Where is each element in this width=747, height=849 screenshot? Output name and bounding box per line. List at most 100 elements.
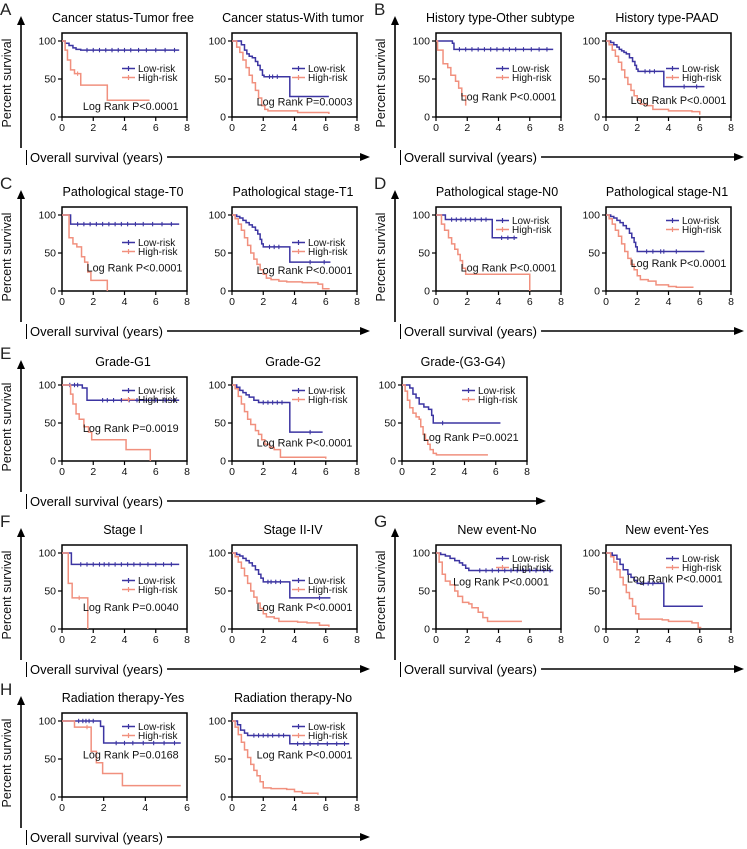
km-curve-low-risk [232,214,331,263]
panel-letter: A [0,0,12,19]
km-plot: Pathological stage-N1 0 50 100 0 2 4 6 8 Low-ris… [578,184,738,319]
x-tick-label: 4 [122,466,128,478]
x-axis-row: Overall survival (years) [26,148,370,166]
legend-label: Low-risk [138,576,176,587]
y-arrow-head [17,528,25,537]
km-plot: Radiation therapy-Yes 0 50 100 0 2 4 6 Low-risk… [34,690,194,825]
x-tick-label: 8 [728,122,734,134]
y-tick-label: 100 [38,210,56,222]
y-arrow-head [391,16,399,25]
log-rank-p-label: Log Rank P<0.0001 [453,576,549,588]
plot-title: New event-Yes [625,523,709,537]
x-tick-label: 4 [122,296,128,308]
plot-title: Radiation therapy-Yes [61,691,185,705]
x-tick-label: 0 [59,466,65,478]
plot-title: Grade-(G3-G4) [420,355,506,369]
x-tick-label: 4 [292,466,298,478]
legend-label: Low-risk [308,386,346,397]
y-tick-label: 0 [50,792,56,804]
plot-title: New event-No [457,523,537,537]
y-tick-label: 0 [220,792,226,804]
y-arrow-head [17,696,25,705]
y-tick-label: 100 [208,380,226,392]
x-tick-label: 8 [354,634,360,646]
legend-label: Low-risk [308,64,346,75]
km-curve-low-risk [232,552,331,599]
panel-f: F Percent survival Stage I 0 50 100 0 2 4 6 8 Lo… [0,512,373,680]
x-tick-label: 8 [354,802,360,814]
x-tick-label: 0 [603,296,609,308]
x-tick-label: 2 [101,802,107,814]
x-tick-label: 2 [634,634,640,646]
x-tick-label: 2 [260,296,266,308]
plots-row: Radiation therapy-Yes 0 50 100 0 2 4 6 Low-risk… [34,690,364,825]
y-tick-label: 50 [418,586,430,598]
km-plot: New event-No 0 50 100 0 2 4 6 8 Low-risk High-ris… [408,522,568,657]
y-tick-label: 50 [588,74,600,86]
x-tick-label: 8 [354,122,360,134]
x-tick-label: 2 [260,122,266,134]
x-tick-label: 6 [323,122,329,134]
x-axis-row: Overall survival (years) [400,322,744,340]
y-axis-label: Percent survival [373,38,388,128]
y-axis-label-wrap: Percent survival [0,366,14,488]
y-axis-arrow [17,360,25,492]
y-axis-label-wrap: Percent survival [0,702,14,824]
plots-row: Cancer status-Tumor free 0 50 100 0 2 4 6 8 Low-… [34,10,364,145]
km-curve-high-risk [436,552,522,623]
y-tick-label: 0 [424,624,430,636]
plot-box [61,712,188,798]
x-axis-row: Overall survival (years) [26,322,370,340]
km-plot: New event-Yes 0 50 100 0 2 4 6 8 Low-risk High-ri… [578,522,738,657]
y-tick-label: 0 [50,286,56,298]
x-axis-label: Overall survival (years) [400,323,537,339]
x-axis-arrow [166,497,546,505]
legend-label: Low-risk [682,554,720,565]
km-curve-low-risk [62,552,180,566]
y-tick-label: 100 [208,716,226,728]
y-axis-label: Percent survival [0,38,14,128]
legend-label: High-risk [138,395,178,406]
x-axis-label: Overall survival (years) [26,661,163,677]
x-tick-label: 6 [527,296,533,308]
y-axis-label: Percent survival [0,382,14,472]
x-tick-label: 4 [462,466,468,478]
x-axis-arrow [540,153,744,161]
panel-d: D Percent survival Pathological stage-N0… [374,174,747,342]
x-axis-row: Overall survival (years) [26,828,370,846]
km-plot: Stage II-IV 0 50 100 0 2 4 6 8 Low-risk High-risk… [204,522,364,657]
y-tick-label: 0 [50,456,56,468]
km-plot: Stage I 0 50 100 0 2 4 6 8 Low-risk High-risk Log … [34,522,194,657]
x-axis-row: Overall survival (years) [26,660,370,678]
y-tick-label: 50 [384,418,396,430]
km-plot: Grade-G1 0 50 100 0 2 4 6 8 Low-risk High-risk Log… [34,354,194,489]
x-tick-label: 0 [59,802,65,814]
y-tick-label: 0 [50,112,56,124]
x-axis-arrow [166,665,370,673]
legend-label: Low-risk [138,238,176,249]
x-axis-arrow [166,327,370,335]
x-tick-label: 0 [229,466,235,478]
x-tick-label: 0 [433,122,439,134]
km-curve-high-risk [232,40,330,114]
panel-letter: F [0,512,11,531]
panel-letter: E [0,344,12,363]
y-tick-label: 50 [418,74,430,86]
x-arrow-head [359,153,370,161]
x-tick-label: 0 [433,296,439,308]
y-axis-label-wrap: Percent survival [0,534,14,656]
km-curve-high-risk [606,214,694,288]
y-tick-label: 50 [214,418,226,430]
legend-label: High-risk [682,73,722,84]
km-curve-high-risk [606,40,701,115]
x-tick-label: 8 [184,634,190,646]
panel-a: A Percent survival Cancer status-Tumor f… [0,0,373,168]
km-plot: Pathological stage-T1 0 50 100 0 2 4 6 8 Low-ris… [204,184,364,319]
